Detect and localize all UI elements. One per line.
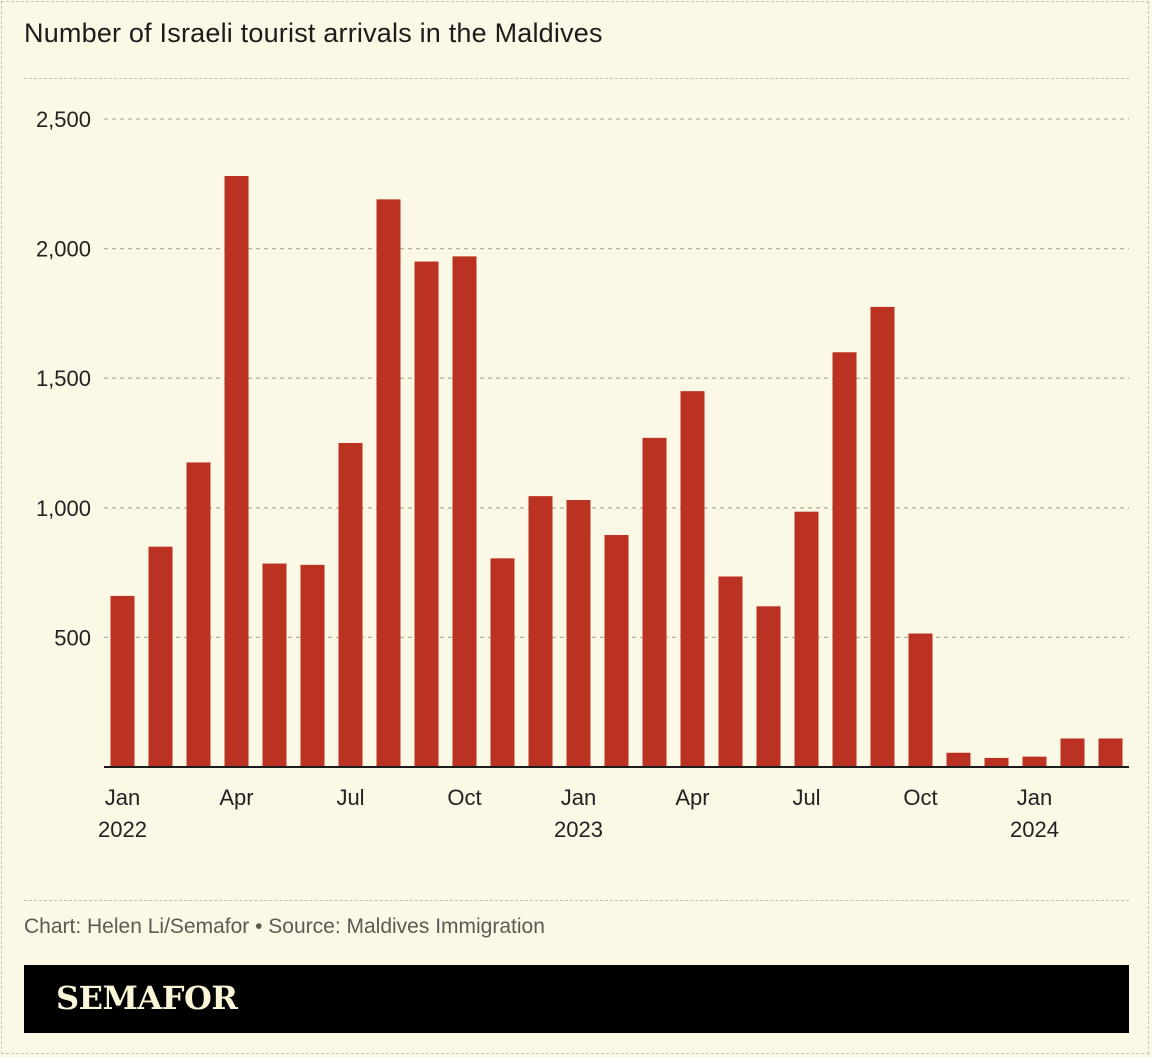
bar bbox=[300, 564, 325, 767]
x-tick-year-label: 2024 bbox=[1010, 817, 1059, 842]
bottom-divider bbox=[24, 900, 1129, 901]
bar-chart: 500 1,000 1,500 2,000 2,500 Jan 2022 Apr Jul Oct J… bbox=[36, 107, 1129, 842]
bar bbox=[376, 199, 401, 768]
bar bbox=[756, 606, 781, 767]
top-divider bbox=[24, 78, 1129, 79]
x-tick-label: Oct bbox=[903, 785, 937, 810]
bar bbox=[110, 595, 135, 767]
bar bbox=[528, 496, 553, 767]
bar bbox=[946, 752, 971, 767]
bar bbox=[414, 261, 439, 767]
x-tick-label: Jul bbox=[336, 785, 364, 810]
bar bbox=[604, 535, 629, 767]
y-tick-label: 1,500 bbox=[36, 366, 91, 391]
y-tick-label: 1,000 bbox=[36, 496, 91, 521]
x-tick-year-label: 2023 bbox=[554, 817, 603, 842]
y-tick-label: 2,000 bbox=[36, 237, 91, 262]
x-tick-label: Jul bbox=[792, 785, 820, 810]
bar bbox=[870, 306, 895, 767]
bar bbox=[1098, 738, 1123, 767]
bar bbox=[186, 462, 211, 767]
bar bbox=[794, 511, 819, 767]
bar bbox=[1060, 738, 1085, 767]
bar bbox=[490, 558, 515, 767]
bar bbox=[1022, 756, 1047, 767]
x-tick-year-label: 2022 bbox=[98, 817, 147, 842]
x-tick-label: Apr bbox=[675, 785, 709, 810]
bar bbox=[224, 176, 249, 768]
semafor-logo: SEMAFOR bbox=[56, 979, 238, 1017]
bar bbox=[908, 633, 933, 767]
bar bbox=[566, 500, 591, 767]
x-tick-label: Jan bbox=[561, 785, 596, 810]
bar bbox=[680, 391, 705, 767]
x-tick-label: Apr bbox=[219, 785, 253, 810]
brand-bar: SEMAFOR bbox=[24, 965, 1129, 1033]
bar bbox=[642, 437, 667, 767]
bar bbox=[452, 256, 477, 767]
x-tick-label: Oct bbox=[447, 785, 481, 810]
bar bbox=[148, 546, 173, 767]
bar bbox=[718, 576, 743, 767]
bar bbox=[262, 563, 287, 767]
chart-credit: Chart: Helen Li/Semafor • Source: Maldiv… bbox=[24, 915, 545, 938]
chart-title: Number of Israeli tourist arrivals in th… bbox=[24, 18, 603, 48]
bar bbox=[832, 352, 857, 767]
bar bbox=[338, 443, 363, 767]
y-tick-label: 2,500 bbox=[36, 107, 91, 132]
y-tick-label: 500 bbox=[54, 625, 91, 650]
bar bbox=[984, 757, 1009, 767]
x-tick-label: Jan bbox=[105, 785, 140, 810]
x-tick-label: Jan bbox=[1017, 785, 1052, 810]
